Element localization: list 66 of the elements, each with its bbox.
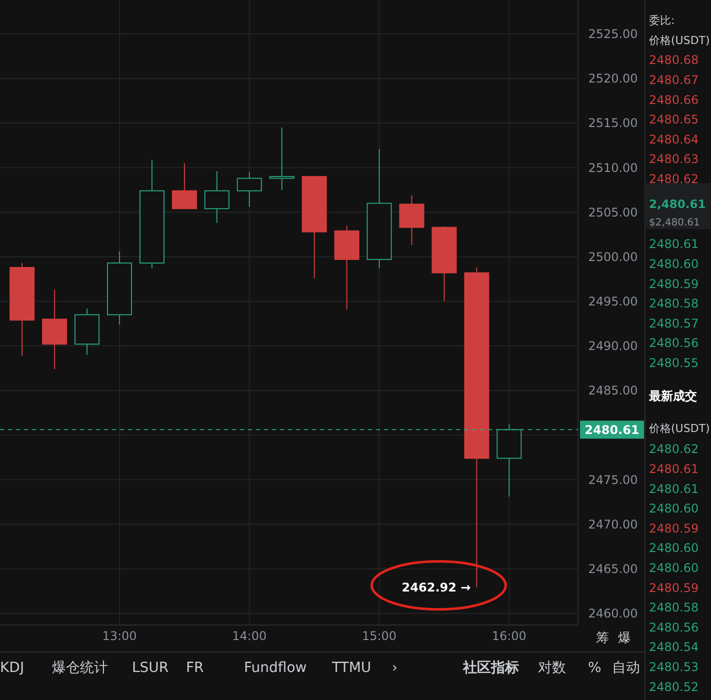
y-tick-label: 2495.00 <box>588 294 638 309</box>
text: 2480.63 <box>649 152 699 166</box>
y-tick-label: 2505.00 <box>588 205 638 220</box>
text: 2480.60 <box>649 502 699 516</box>
text: 2480.53 <box>649 660 699 674</box>
text: 2480.61 <box>649 462 699 476</box>
y-tick-label: 2485.00 <box>588 384 638 398</box>
text: 2480.60 <box>649 561 699 575</box>
text: 自动 <box>612 660 640 676</box>
y-tick-label: 2515.00 <box>588 116 638 130</box>
y-tick-label: 2500.00 <box>588 250 638 264</box>
text: 2480.66 <box>649 92 699 107</box>
text: 2480.59 <box>649 521 699 536</box>
annotation: 2462.92 → <box>402 580 471 595</box>
text: 社区指标 <box>462 660 519 676</box>
y-tick-label: 2490.00 <box>588 339 638 354</box>
candlestick <box>269 126 294 190</box>
text: 2480.62 <box>649 442 699 456</box>
y-tick-label: 2475.00 <box>588 472 638 487</box>
text: 2480.60 <box>649 257 699 271</box>
text: 2480.68 <box>649 53 699 68</box>
text: 价格(USDT) <box>648 34 710 47</box>
text: 2480.57 <box>649 316 699 330</box>
y-tick-label: 2465.00 <box>588 562 638 576</box>
y-tick-label: 2470.00 <box>588 517 638 532</box>
text: 2480.61 <box>649 237 699 252</box>
text: $2,480.61 <box>649 218 700 228</box>
text: 筹 <box>596 631 609 646</box>
text: TTMU <box>331 660 372 676</box>
text: 价格(USDT) <box>648 422 710 435</box>
text: 2480.59 <box>649 580 699 595</box>
text: 2480.56 <box>649 336 699 350</box>
text: 爆仓统计 <box>52 660 108 676</box>
text: › <box>392 660 398 676</box>
text: 最新成交 <box>648 389 697 404</box>
text: FR <box>186 660 204 676</box>
y-tick-label: 2460.00 <box>588 606 638 621</box>
text: LSUR <box>132 660 169 676</box>
text: 2480.65 <box>649 112 699 127</box>
x-tick-label: 16:00 <box>492 629 526 643</box>
x-tick-label: 13:00 <box>102 629 137 643</box>
text: 2,480.61 <box>649 197 706 212</box>
text: 2480.61 <box>649 482 699 496</box>
text: 2480.64 <box>649 132 699 146</box>
x-tick-label: 15:00 <box>362 629 397 643</box>
text: 2480.55 <box>649 356 699 370</box>
text: 2480.59 <box>649 276 699 291</box>
text: 委比: <box>649 14 675 27</box>
text: 2480.58 <box>649 600 699 615</box>
y-tick-label: 2510.00 <box>588 160 638 175</box>
text: 爆 <box>618 631 631 646</box>
text: 2480.67 <box>649 73 699 87</box>
text: 2480.60 <box>649 541 699 556</box>
text: 2480.54 <box>649 640 699 654</box>
x-tick-label: 14:00 <box>232 629 267 643</box>
text: % <box>588 660 602 676</box>
text: 2480.56 <box>649 620 699 634</box>
text: 对数 <box>538 660 566 676</box>
y-tick-label: 2520.00 <box>588 72 638 86</box>
text: 2480.58 <box>649 296 699 311</box>
text: 2480.52 <box>649 680 699 694</box>
text: 2480.62 <box>649 172 699 186</box>
ref-line-label: 2480.61 <box>584 422 640 437</box>
y-tick-label: 2525.00 <box>588 27 638 42</box>
text: Fundflow <box>244 660 307 676</box>
text: KDJ <box>0 660 24 676</box>
